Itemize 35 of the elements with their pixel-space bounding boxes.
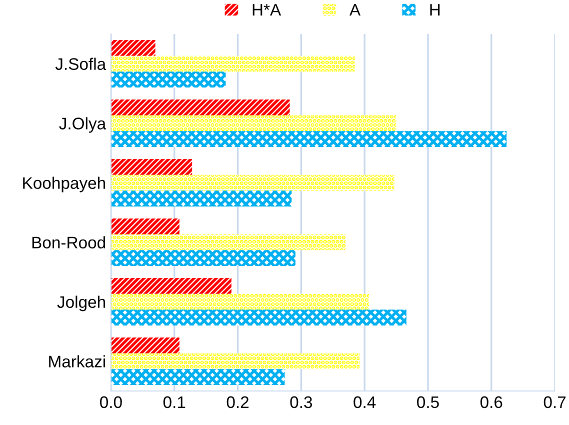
- bar: [110, 158, 192, 175]
- x-tick-label: 0.7: [544, 396, 566, 408]
- legend-label: H*A: [252, 4, 282, 16]
- y-tick-label: Jolgeh: [57, 296, 106, 312]
- bar: [110, 337, 180, 354]
- x-tick-label: 0.4: [354, 396, 376, 408]
- x-tick-label: 0.6: [480, 396, 502, 408]
- bar: [110, 174, 394, 191]
- x-tick-label: 0.2: [226, 396, 249, 408]
- bar: [110, 218, 180, 234]
- y-tick-label: Markazi: [49, 355, 105, 368]
- bar: [110, 56, 356, 72]
- legend-label: H: [430, 4, 440, 16]
- x-tick-label: 0.1: [163, 396, 186, 408]
- bar: [110, 234, 346, 250]
- y-tick-label: Koohpayeh: [23, 176, 106, 192]
- bar: [110, 353, 360, 370]
- y-tick-label: J.Olya: [59, 117, 106, 133]
- bar: [110, 190, 292, 207]
- y-tick-label: J.Sofla: [55, 58, 106, 70]
- legend-label: A: [349, 4, 361, 16]
- bar: [110, 294, 370, 310]
- bar: [110, 310, 406, 326]
- bar: [110, 115, 396, 132]
- x-tick-label: 0.5: [417, 396, 439, 408]
- bar: [110, 278, 232, 294]
- bar: [110, 72, 226, 88]
- x-tick-label: 0.3: [290, 396, 312, 408]
- bar: [110, 369, 285, 386]
- bar: [110, 131, 507, 148]
- y-tick-label: Bon-Rood: [32, 236, 106, 248]
- bar: [110, 40, 156, 56]
- x-tick-label: 0.0: [100, 396, 122, 408]
- bar: [110, 250, 296, 266]
- bar: [110, 99, 290, 116]
